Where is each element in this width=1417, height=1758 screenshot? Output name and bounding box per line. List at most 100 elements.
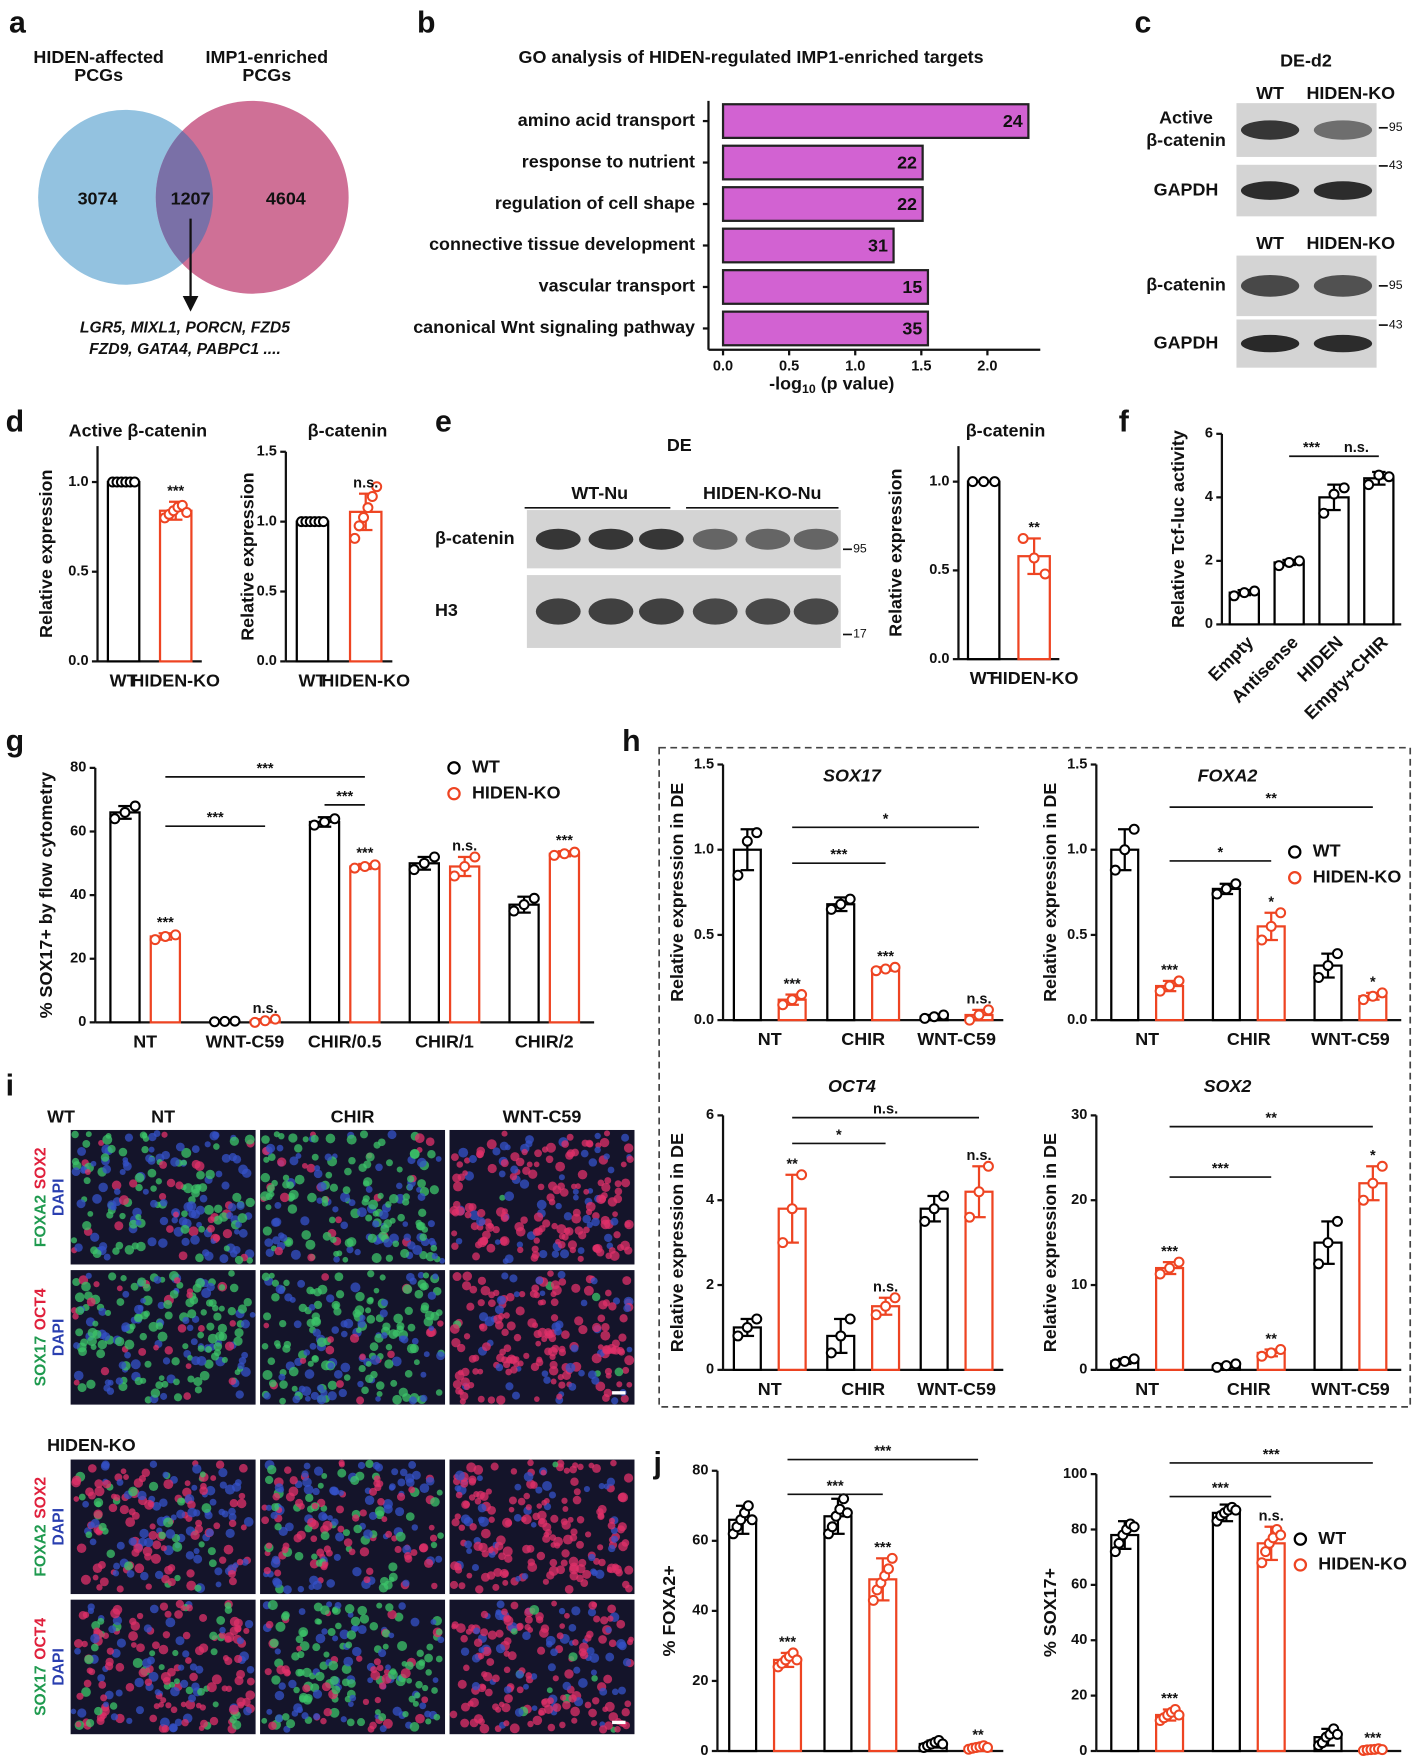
cell-nucleus <box>263 1156 270 1163</box>
cell-nucleus <box>297 1279 306 1288</box>
cell-nucleus <box>435 1655 443 1663</box>
significance-label: n.s. <box>966 992 991 1008</box>
cell-nucleus <box>234 1255 244 1265</box>
data-point <box>732 869 744 881</box>
cell-nucleus <box>415 1713 425 1724</box>
cell-nucleus <box>558 1278 567 1286</box>
cell-nucleus <box>372 1461 381 1470</box>
cell-nucleus <box>348 1199 356 1207</box>
panel-letter: d <box>6 406 24 439</box>
gene-count: 22 <box>897 194 917 214</box>
cell-nucleus <box>482 1342 491 1352</box>
cell-nucleus <box>98 1242 108 1251</box>
cell-nucleus <box>271 1292 280 1302</box>
y-tick-label: 6 <box>706 1107 714 1123</box>
cell-nucleus <box>189 1672 198 1682</box>
cell-nucleus <box>362 1698 370 1706</box>
cell-nucleus <box>547 1723 556 1732</box>
category-label: response to nutrient <box>522 151 695 171</box>
cell-nucleus <box>152 1641 160 1650</box>
bar <box>721 269 930 305</box>
cell-nucleus <box>328 1660 339 1671</box>
cell-nucleus <box>402 1545 412 1555</box>
bar <box>728 1518 758 1753</box>
cell-nucleus <box>93 1281 100 1288</box>
marker-label: 43 <box>1389 158 1403 172</box>
cell-nucleus <box>188 1226 199 1237</box>
cell-nucleus <box>321 1473 328 1479</box>
significance-label: *** <box>1161 1691 1178 1707</box>
cell-nucleus <box>567 1516 574 1523</box>
cell-nucleus <box>457 1679 467 1689</box>
cell-nucleus <box>408 1695 416 1703</box>
cell-nucleus <box>493 1568 503 1577</box>
cell-nucleus <box>334 1602 342 1609</box>
cell-nucleus <box>92 1193 102 1204</box>
channel-label: SOX17OCT4 <box>33 1618 50 1716</box>
cell-nucleus <box>538 1225 546 1233</box>
cell-nucleus <box>352 1514 360 1522</box>
cell-nucleus <box>212 1701 219 1708</box>
cell-nucleus <box>451 1518 460 1527</box>
cell-nucleus <box>261 1135 270 1144</box>
cell-nucleus <box>359 1130 368 1139</box>
cell-nucleus <box>159 1216 169 1226</box>
x-tick-label: WNT-C59 <box>206 1031 285 1051</box>
cell-nucleus <box>473 1541 483 1552</box>
gene-list: LGR5, MIXL1, PORCN, FZD5 <box>80 320 290 337</box>
cell-nucleus <box>272 1492 281 1501</box>
cell-nucleus <box>450 1153 459 1162</box>
cell-nucleus <box>480 1684 486 1690</box>
cell-nucleus <box>292 1395 301 1404</box>
cell-nucleus <box>392 1706 402 1716</box>
data-point <box>1328 488 1340 500</box>
cell-nucleus <box>365 1360 372 1367</box>
cell-nucleus <box>379 1210 389 1220</box>
cell-nucleus <box>101 1460 110 1469</box>
cell-nucleus <box>427 1291 437 1300</box>
cell-nucleus <box>298 1627 309 1637</box>
cell-nucleus <box>492 1674 500 1683</box>
cell-nucleus <box>142 1188 149 1195</box>
cell-nucleus <box>486 1243 496 1253</box>
cell-nucleus <box>558 1233 566 1240</box>
cell-nucleus <box>495 1644 506 1654</box>
cell-nucleus <box>498 1701 505 1708</box>
blot-row-label: H3 <box>435 600 458 620</box>
cell-nucleus <box>298 1608 306 1615</box>
cell-nucleus <box>150 1185 157 1192</box>
cell-nucleus <box>611 1688 619 1696</box>
cell-nucleus <box>536 1551 546 1561</box>
cell-nucleus <box>368 1199 379 1210</box>
data-point <box>1265 1347 1277 1359</box>
cell-nucleus <box>72 1313 79 1320</box>
cell-nucleus <box>620 1161 627 1168</box>
data-point <box>882 1563 894 1575</box>
cell-nucleus <box>186 1201 197 1212</box>
cell-nucleus <box>75 1306 85 1316</box>
cell-nucleus <box>478 1323 485 1330</box>
cell-nucleus <box>496 1600 505 1609</box>
cell-nucleus <box>154 1570 164 1580</box>
cell-nucleus <box>261 1272 271 1281</box>
cell-nucleus <box>81 1281 91 1292</box>
cell-nucleus <box>580 1299 588 1307</box>
cell-nucleus <box>335 1216 342 1224</box>
cell-nucleus <box>85 1531 93 1539</box>
cell-nucleus <box>278 1682 286 1690</box>
panel-letter: f <box>1119 406 1130 439</box>
cell-nucleus <box>361 1198 369 1206</box>
cell-nucleus <box>84 1654 94 1665</box>
cell-nucleus <box>237 1701 245 1709</box>
cell-nucleus <box>280 1612 290 1621</box>
cell-nucleus <box>289 1156 299 1166</box>
cell-nucleus <box>518 1290 526 1298</box>
cell-nucleus <box>537 1646 546 1655</box>
data-point <box>867 1594 879 1606</box>
data-point <box>528 892 540 904</box>
cell-nucleus <box>223 1245 230 1252</box>
cell-nucleus <box>97 1339 108 1350</box>
cell-nucleus <box>463 1384 471 1391</box>
cell-nucleus <box>570 1706 580 1717</box>
cell-nucleus <box>278 1232 285 1239</box>
